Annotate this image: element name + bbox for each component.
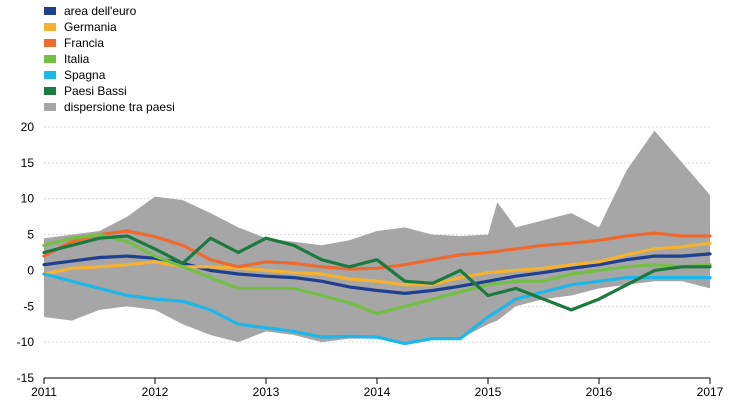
- y-tick-label: -5: [23, 299, 34, 313]
- series-line-paesi-bassi: [42, 234, 712, 312]
- x-tick-label: 2014: [364, 385, 391, 399]
- series-layer: [42, 229, 712, 346]
- series-line-italia: [42, 233, 712, 316]
- legend-swatch: [44, 55, 56, 63]
- dispersion-band: [44, 130, 710, 343]
- legend-swatch: [44, 23, 56, 31]
- series-line-francia: [42, 229, 712, 271]
- legend-swatch: [44, 87, 56, 95]
- legend-label: Francia: [64, 36, 104, 50]
- y-tick-label: -10: [17, 335, 35, 349]
- x-tick-label: 2013: [253, 385, 280, 399]
- x-tick-label: 2011: [31, 385, 57, 399]
- legend-label: Paesi Bassi: [64, 84, 127, 98]
- dispersion-band-layer: [44, 130, 710, 343]
- legend-label: Spagna: [64, 68, 106, 82]
- legend: area dell'euro Germania Francia Italia Spagn…: [44, 4, 175, 114]
- y-tick-label: 10: [21, 192, 35, 206]
- x-tick-label: 2016: [586, 385, 613, 399]
- legend-label: Italia: [64, 52, 90, 66]
- x-tick-label: 2017: [697, 385, 724, 399]
- x-tick-label: 2012: [142, 385, 169, 399]
- legend-label: area dell'euro: [64, 4, 137, 18]
- series-line-area-dell-euro: [42, 252, 712, 295]
- series-line-germania: [42, 241, 712, 287]
- y-tick-label: 20: [21, 120, 35, 134]
- series-line-spagna: [42, 272, 712, 346]
- legend-label: dispersione tra paesi: [64, 100, 175, 114]
- y-tick-label: 15: [21, 156, 35, 170]
- y-tick-label: 5: [27, 228, 34, 242]
- x-tick-label: 2015: [475, 385, 502, 399]
- legend-label: Germania: [64, 20, 117, 34]
- y-tick-label: 0: [27, 263, 34, 277]
- y-tick-label: -15: [17, 371, 35, 385]
- legend-swatch: [44, 71, 56, 79]
- legend-swatch: [44, 39, 56, 47]
- legend-swatch: [44, 103, 56, 111]
- legend-swatch: [44, 7, 56, 15]
